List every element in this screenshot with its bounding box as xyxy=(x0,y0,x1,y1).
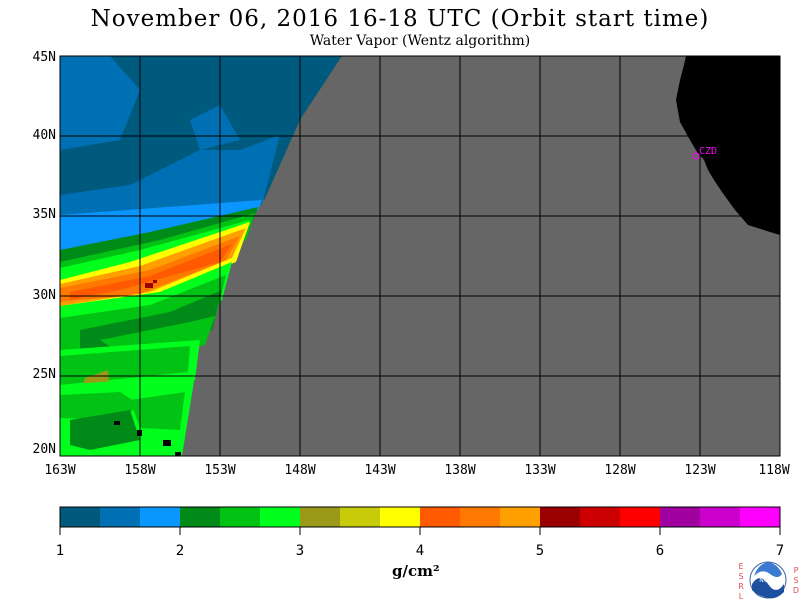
land-mass xyxy=(676,56,780,235)
psd-letters: PSD xyxy=(792,566,800,595)
colorbar xyxy=(59,506,781,528)
noaa-logo: NOAA xyxy=(749,561,787,599)
lat-label: 35N xyxy=(32,207,56,222)
lon-label: 128W xyxy=(604,463,636,478)
colorbar-swatch xyxy=(300,507,340,527)
colorbar-label: 6 xyxy=(655,543,665,559)
colorbar-ticks xyxy=(59,527,781,535)
unit-label: g/cm² xyxy=(392,562,440,580)
lon-label: 148W xyxy=(284,463,316,478)
subtitle: Water Vapor (Wentz algorithm) xyxy=(309,33,531,49)
lon-label: 153W xyxy=(204,463,236,478)
data-swath xyxy=(60,56,342,456)
lat-label: 30N xyxy=(32,288,56,303)
station-label: CZD xyxy=(699,146,718,157)
title: November 06, 2016 16-18 UTC (Orbit start… xyxy=(90,6,710,32)
lon-label: 118W xyxy=(758,463,790,478)
colorbar-swatch xyxy=(740,507,780,527)
colorbar-swatch xyxy=(140,507,180,527)
colorbar-swatch xyxy=(340,507,380,527)
lat-label: 40N xyxy=(32,128,56,143)
colorbar-swatch xyxy=(500,507,540,527)
colorbar-swatch xyxy=(460,507,500,527)
lon-label: 158W xyxy=(124,463,156,478)
colorbar-swatch xyxy=(620,507,660,527)
colorbar-swatch xyxy=(660,507,700,527)
colorbar-swatch xyxy=(540,507,580,527)
colorbar-label: 7 xyxy=(775,543,785,559)
colorbar-swatch xyxy=(180,507,220,527)
colorbar-label: 1 xyxy=(55,543,65,559)
colorbar-swatch xyxy=(100,507,140,527)
colorbar-label: 2 xyxy=(175,543,185,559)
svg-text:NOAA: NOAA xyxy=(759,577,777,584)
lon-label: 143W xyxy=(364,463,396,478)
colorbar-label: 5 xyxy=(535,543,545,559)
colorbar-swatch xyxy=(420,507,460,527)
map-border xyxy=(59,55,781,457)
lon-label: 123W xyxy=(684,463,716,478)
lat-label: 25N xyxy=(32,367,56,382)
lon-label: 133W xyxy=(524,463,556,478)
station-marker xyxy=(692,152,700,160)
lat-label: 20N xyxy=(32,442,56,457)
colorbar-swatch xyxy=(380,507,420,527)
colorbar-swatch xyxy=(700,507,740,527)
colorbar-swatch xyxy=(580,507,620,527)
lat-label: 45N xyxy=(32,50,56,65)
colorbar-swatch xyxy=(60,507,100,527)
colorbar-swatch xyxy=(220,507,260,527)
colorbar-label: 4 xyxy=(415,543,425,559)
colorbar-swatch xyxy=(260,507,300,527)
no-data-overlay xyxy=(182,56,780,456)
colorbar-label: 3 xyxy=(295,543,305,559)
grid-lines xyxy=(60,56,780,456)
esrl-letters: ESRL xyxy=(738,562,744,601)
lon-label: 138W xyxy=(444,463,476,478)
lon-label: 163W xyxy=(44,463,76,478)
